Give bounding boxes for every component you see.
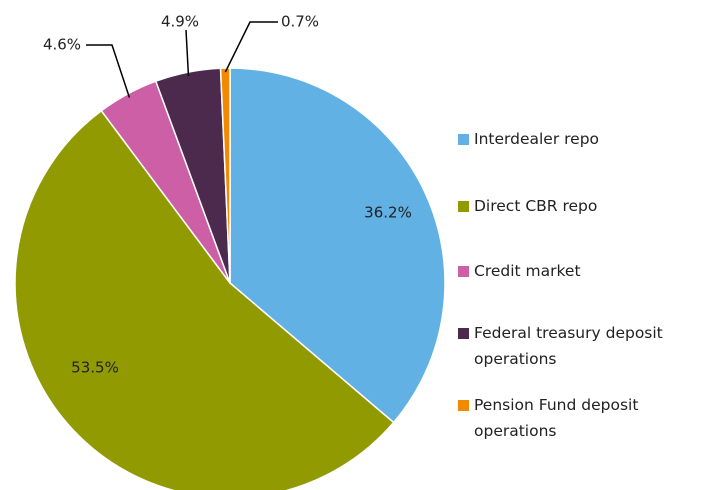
pie-slice (229, 67, 446, 424)
data-label: 53.5% (71, 359, 119, 377)
pie-slice (219, 67, 231, 284)
pie-slice (14, 109, 395, 490)
legend-swatch (458, 328, 469, 339)
legend-label: Interdealer repo (474, 130, 600, 148)
legend-item: Federal treasury deposit operations (458, 320, 723, 372)
data-label: 36.2% (364, 204, 412, 222)
legend-swatch (458, 201, 469, 212)
legend-item: Direct CBR repo (458, 193, 723, 219)
data-label: 4.9% (161, 13, 199, 31)
leader-line (185, 29, 190, 77)
legend-item: Credit market (458, 258, 723, 284)
data-label: 4.6% (43, 36, 81, 54)
legend-label: Pension Fund deposit operations (474, 396, 639, 440)
legend-swatch (458, 266, 469, 277)
legend-item: Interdealer repo (458, 126, 723, 152)
leader-line (86, 44, 131, 98)
legend-item: Pension Fund deposit operations (458, 392, 723, 444)
legend-label: Federal treasury deposit operations (474, 324, 663, 368)
legend-swatch (458, 134, 469, 145)
leader-line (224, 21, 278, 73)
legend-label: Direct CBR repo (474, 197, 598, 215)
data-label: 0.7% (281, 13, 319, 31)
legend-swatch (458, 400, 469, 411)
legend-label: Credit market (474, 262, 581, 280)
